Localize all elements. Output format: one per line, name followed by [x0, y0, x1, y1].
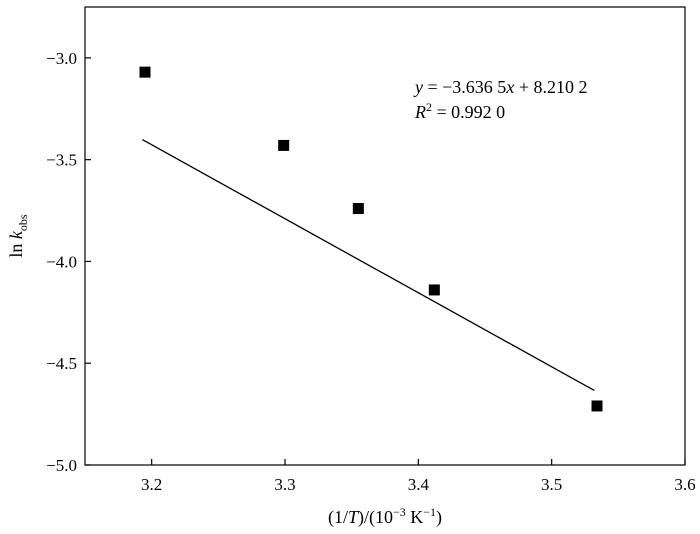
x-tick-label: 3.2	[141, 475, 162, 494]
data-points	[139, 66, 603, 412]
data-point	[278, 139, 290, 151]
y-tick-label: −3.5	[46, 151, 77, 170]
plot-frame	[84, 6, 686, 466]
x-tick-label: 3.3	[274, 475, 295, 494]
data-point	[352, 203, 364, 215]
r-squared: R2 = 0.992 0	[414, 100, 505, 122]
fit-equation: y = −3.636 5x + 8.210 2	[413, 77, 587, 97]
x-tick-label: 3.6	[674, 475, 695, 494]
data-point	[428, 284, 440, 296]
fit-line	[142, 138, 595, 392]
x-tick-label: 3.4	[408, 475, 430, 494]
y-tick-label: −4.0	[46, 252, 77, 271]
y-tick-label: −3.0	[46, 49, 77, 68]
data-point	[139, 66, 151, 78]
ticks: 3.2 3.3 3.4 3.5 3.6 −3.0 −3.5 −4.0 −4.5 −5.0	[46, 49, 695, 494]
x-tick-label: 3.5	[541, 475, 562, 494]
data-point	[591, 400, 603, 412]
y-tick-label: −5.0	[46, 456, 77, 475]
y-tick-label: −4.5	[46, 354, 77, 373]
x-axis-title: (1/T)/(10−3 K−1)	[328, 505, 442, 528]
fit-line-layer	[142, 138, 595, 392]
y-axis-title: ln kobs	[6, 214, 30, 258]
